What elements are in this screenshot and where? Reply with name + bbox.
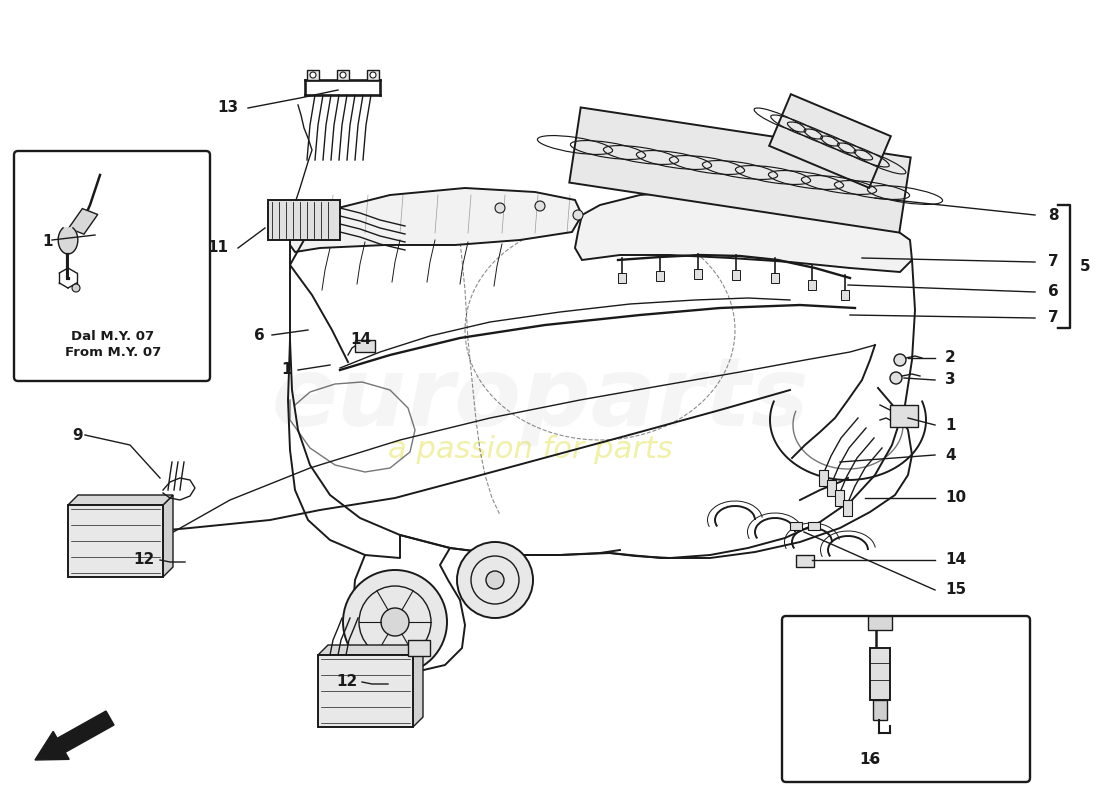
Circle shape bbox=[486, 571, 504, 589]
Bar bbox=[842, 290, 849, 300]
Text: 13: 13 bbox=[217, 101, 238, 115]
Text: 12: 12 bbox=[134, 553, 155, 567]
Bar bbox=[835, 490, 844, 506]
Bar bbox=[796, 555, 814, 567]
Polygon shape bbox=[35, 711, 114, 760]
Bar bbox=[337, 70, 349, 80]
Text: 3: 3 bbox=[945, 373, 956, 387]
Polygon shape bbox=[318, 645, 424, 655]
Bar bbox=[843, 500, 852, 516]
Circle shape bbox=[456, 542, 534, 618]
FancyBboxPatch shape bbox=[14, 151, 210, 381]
Circle shape bbox=[894, 354, 906, 366]
Polygon shape bbox=[58, 228, 78, 254]
Bar bbox=[694, 269, 702, 279]
Bar bbox=[367, 70, 380, 80]
Text: 10: 10 bbox=[945, 490, 966, 506]
Text: 16: 16 bbox=[859, 753, 881, 767]
Text: 9: 9 bbox=[73, 427, 84, 442]
Text: 6: 6 bbox=[254, 327, 265, 342]
Polygon shape bbox=[163, 495, 173, 577]
Circle shape bbox=[535, 201, 544, 211]
Circle shape bbox=[495, 203, 505, 213]
Text: a passion for parts: a passion for parts bbox=[387, 435, 672, 465]
Text: 7: 7 bbox=[1048, 254, 1058, 270]
Bar bbox=[771, 273, 779, 283]
Text: 6: 6 bbox=[1048, 285, 1058, 299]
FancyBboxPatch shape bbox=[782, 616, 1030, 782]
Polygon shape bbox=[769, 94, 891, 188]
Bar bbox=[790, 522, 802, 530]
Circle shape bbox=[370, 72, 376, 78]
Bar bbox=[827, 480, 836, 496]
Bar bbox=[890, 405, 918, 427]
Circle shape bbox=[573, 210, 583, 220]
Text: 7: 7 bbox=[1048, 310, 1058, 326]
Bar bbox=[408, 640, 430, 656]
Circle shape bbox=[343, 570, 447, 674]
Bar bbox=[68, 505, 163, 577]
Circle shape bbox=[340, 72, 346, 78]
Text: europarts: europarts bbox=[271, 354, 808, 446]
Bar bbox=[808, 522, 820, 530]
Bar bbox=[873, 700, 887, 720]
Polygon shape bbox=[290, 188, 582, 252]
Bar bbox=[656, 271, 664, 281]
Text: 8: 8 bbox=[1048, 207, 1058, 222]
Text: 11: 11 bbox=[207, 241, 228, 255]
Bar bbox=[268, 200, 340, 240]
Text: 1: 1 bbox=[43, 234, 53, 250]
Circle shape bbox=[890, 372, 902, 384]
Text: 5: 5 bbox=[1080, 259, 1090, 274]
Text: 2: 2 bbox=[945, 350, 956, 366]
Text: 1: 1 bbox=[282, 362, 292, 378]
Text: Dal M.Y. 07: Dal M.Y. 07 bbox=[72, 330, 155, 343]
Text: 1: 1 bbox=[945, 418, 956, 433]
Polygon shape bbox=[570, 107, 911, 233]
Text: From M.Y. 07: From M.Y. 07 bbox=[65, 346, 161, 359]
Bar bbox=[307, 70, 319, 80]
Polygon shape bbox=[68, 209, 98, 234]
Polygon shape bbox=[575, 190, 912, 272]
Bar bbox=[808, 280, 816, 290]
Bar bbox=[318, 655, 412, 727]
Circle shape bbox=[381, 608, 409, 636]
Circle shape bbox=[72, 284, 80, 292]
Text: 15: 15 bbox=[945, 582, 966, 598]
Bar bbox=[732, 270, 740, 280]
Text: 14: 14 bbox=[350, 333, 371, 347]
Polygon shape bbox=[68, 495, 173, 505]
Text: 14: 14 bbox=[945, 553, 966, 567]
Bar bbox=[355, 340, 375, 352]
Text: 4: 4 bbox=[945, 447, 956, 462]
Bar bbox=[618, 273, 626, 283]
Bar bbox=[870, 648, 890, 700]
Bar bbox=[868, 616, 892, 630]
Polygon shape bbox=[412, 645, 424, 727]
Text: 12: 12 bbox=[337, 674, 358, 690]
Bar bbox=[820, 470, 828, 486]
Circle shape bbox=[310, 72, 316, 78]
